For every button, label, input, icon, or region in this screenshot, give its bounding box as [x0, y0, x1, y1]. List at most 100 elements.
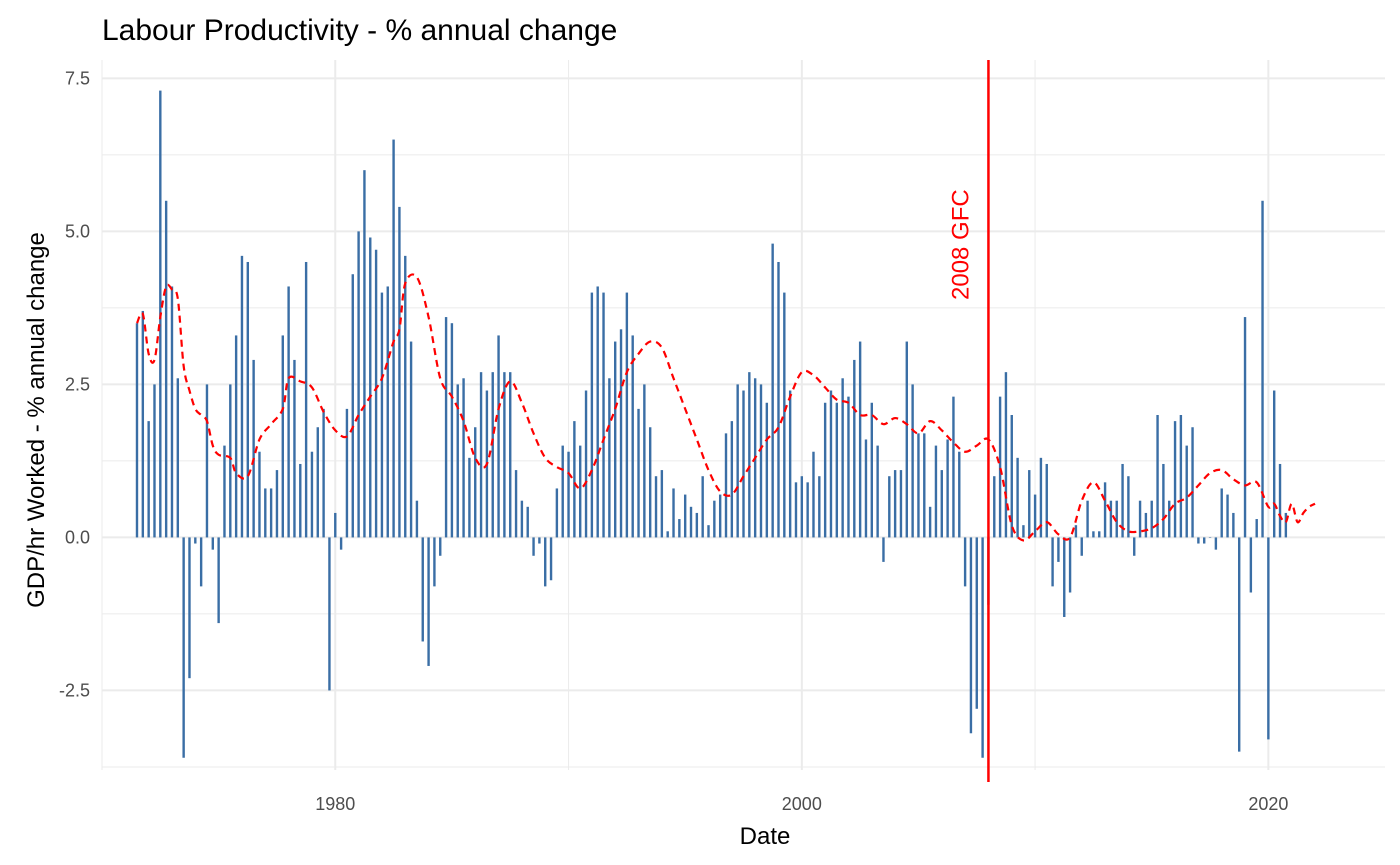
bar — [952, 396, 955, 538]
y-axis-title: GDP/hr Worked - % annual change — [23, 232, 50, 608]
bar — [946, 439, 949, 538]
bar — [1208, 537, 1212, 538]
bars — [135, 90, 1288, 758]
bar — [934, 445, 938, 538]
bar — [141, 310, 145, 538]
bar — [876, 445, 879, 538]
bar — [194, 537, 197, 544]
bar — [544, 537, 547, 587]
bar — [240, 255, 244, 538]
bar — [864, 439, 868, 538]
y-tick-label: 2.5 — [65, 374, 90, 394]
bar — [234, 335, 238, 538]
bar — [963, 537, 967, 587]
bar — [170, 286, 174, 538]
chart-title: Labour Productivity - % annual change — [102, 14, 617, 47]
bar — [223, 445, 226, 538]
bar — [1272, 390, 1276, 538]
bar — [380, 292, 384, 538]
bar — [1086, 500, 1089, 538]
bar — [334, 512, 337, 538]
bar — [765, 402, 769, 538]
bar — [1261, 200, 1264, 538]
bar — [369, 237, 372, 538]
gfc-label: 2008 GFC — [947, 189, 974, 300]
x-tick-label: 2020 — [1248, 794, 1288, 814]
bar — [199, 537, 203, 587]
bar — [928, 506, 932, 538]
bar — [631, 335, 634, 538]
bar — [450, 323, 454, 538]
bar — [252, 359, 255, 538]
bar — [800, 476, 804, 538]
bar — [322, 408, 325, 538]
bar — [269, 488, 273, 538]
y-tick-label: 5.0 — [65, 221, 90, 241]
bar — [1267, 537, 1270, 740]
bar — [794, 482, 798, 538]
bar — [1243, 317, 1247, 538]
bar — [503, 372, 506, 538]
bar — [1063, 537, 1066, 617]
bar — [1074, 525, 1078, 538]
bar — [882, 537, 885, 562]
bar — [264, 488, 267, 538]
bar — [1080, 537, 1083, 556]
bar — [479, 372, 483, 538]
bar — [823, 402, 827, 538]
bar — [911, 384, 914, 538]
bar — [573, 421, 576, 538]
bar — [923, 433, 926, 538]
bar — [1103, 482, 1107, 538]
bar — [526, 506, 529, 538]
bar — [666, 531, 669, 538]
bar — [1179, 415, 1183, 538]
bar — [304, 261, 308, 538]
bar — [777, 261, 780, 538]
ticks: -2.5 0.0 2.5 5.0 7.5 1980 2000 2020 — [59, 68, 1288, 814]
bar — [718, 494, 722, 538]
bar — [509, 372, 512, 538]
bar — [444, 317, 448, 538]
bar — [293, 359, 296, 538]
bar — [439, 537, 442, 556]
bar — [1284, 512, 1288, 538]
bar — [456, 384, 459, 538]
bar — [958, 451, 961, 538]
bar — [590, 292, 594, 538]
bar — [1039, 457, 1043, 538]
bar — [905, 341, 908, 538]
bar — [421, 537, 424, 642]
bar — [648, 427, 652, 538]
bar — [998, 396, 1002, 538]
bar — [1156, 415, 1159, 538]
bar — [211, 537, 215, 550]
bar — [555, 488, 559, 538]
bar — [217, 537, 220, 624]
bar — [316, 427, 319, 538]
bar — [1121, 463, 1124, 538]
bar — [1092, 531, 1095, 538]
bar — [1098, 531, 1101, 538]
bar — [561, 445, 564, 538]
x-axis-title: Date — [740, 823, 791, 850]
gfc-marker: 2008 GFC — [947, 60, 990, 782]
bar — [742, 390, 745, 538]
bar — [672, 488, 675, 538]
bar — [538, 537, 541, 544]
bar — [625, 292, 629, 538]
bar — [409, 341, 413, 538]
bar — [969, 537, 973, 734]
bar — [1150, 500, 1153, 538]
bar — [689, 506, 693, 538]
y-tick-label: 0.0 — [65, 527, 90, 547]
bar — [660, 470, 664, 538]
bar — [841, 378, 844, 538]
bar — [205, 384, 209, 538]
bar — [870, 402, 873, 538]
bar — [707, 525, 710, 538]
bar — [637, 408, 640, 538]
bar — [893, 470, 897, 538]
bar — [520, 500, 524, 538]
bar — [608, 378, 611, 538]
